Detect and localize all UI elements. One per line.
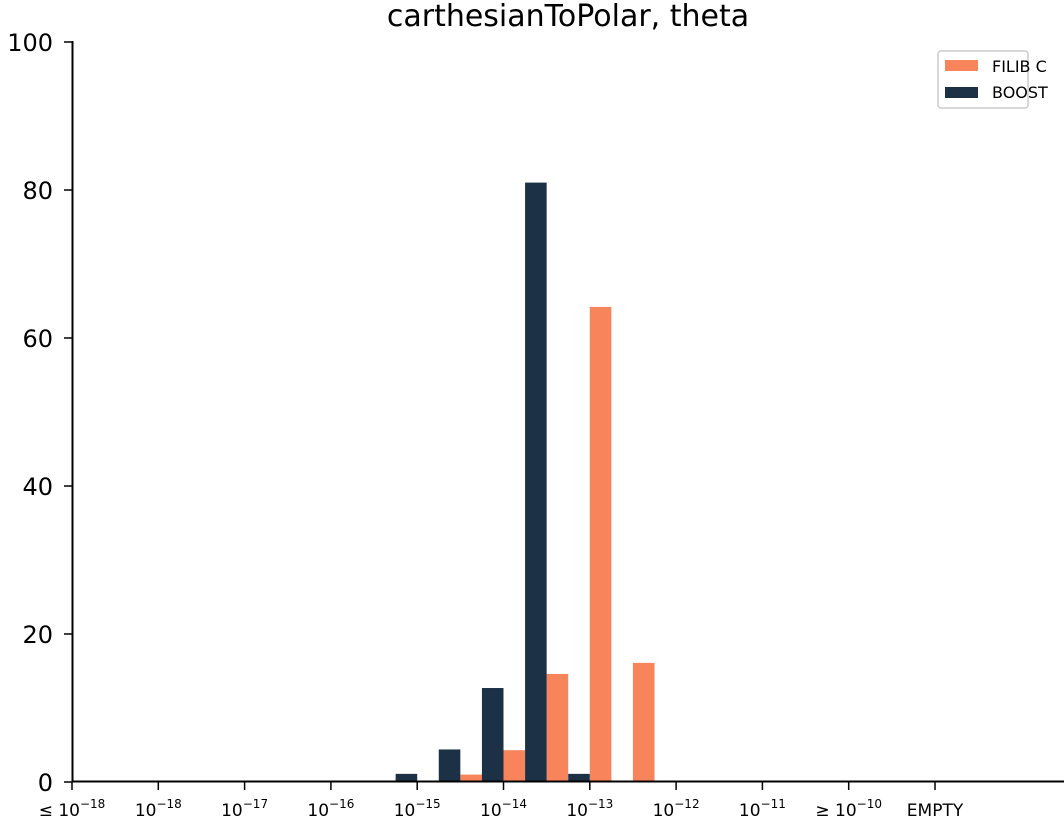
x-tick-label: ≥ 10−10 — [815, 797, 882, 821]
bar-filib-c-3 — [589, 306, 612, 782]
bar-boost-1 — [438, 749, 461, 782]
x-tick-label: 10−13 — [566, 797, 613, 821]
x-tick-label: 10−12 — [653, 797, 700, 821]
bar-boost-2 — [481, 688, 504, 782]
legend-swatch-filib-c — [945, 60, 978, 71]
x-tick-label: 10−18 — [135, 797, 182, 821]
bar-filib-c-2 — [546, 673, 569, 782]
x-tick-label: ≤ 10−18 — [39, 797, 106, 821]
legend-swatch-boost — [945, 87, 978, 98]
x-tick-label: 10−11 — [739, 797, 786, 821]
bar-boost-0 — [395, 773, 418, 782]
x-tick-label: 10−16 — [307, 797, 354, 821]
chart-title: carthesianToPolar, theta — [387, 0, 749, 34]
y-tick-label: 20 — [22, 621, 53, 649]
bar-filib-c-1 — [503, 750, 526, 782]
x-ticks: ≤ 10−18 10−18 10−17 10−16 10−15 10−14 10−13 10−… — [39, 782, 964, 821]
bar-filib-c-4 — [632, 662, 655, 782]
y-ticks: 0 20 40 60 80 100 — [7, 29, 72, 797]
bars-layer — [395, 182, 655, 783]
bar-boost-3 — [525, 182, 547, 783]
x-tick-label: 10−14 — [480, 797, 527, 821]
y-tick-label: 60 — [22, 325, 53, 353]
x-tick-label: 10−15 — [394, 797, 441, 821]
y-tick-label: 40 — [22, 473, 53, 501]
x-tick-label: 10−17 — [221, 797, 268, 821]
legend-label-boost: BOOST — [992, 83, 1048, 102]
y-tick-label: 100 — [7, 29, 53, 57]
legend: FILIB C BOOST — [937, 50, 1048, 109]
bar-filib-c-0 — [460, 774, 482, 782]
x-tick-label: EMPTY — [907, 801, 964, 821]
bar-boost-4 — [568, 773, 590, 782]
y-tick-label: 80 — [22, 177, 53, 205]
y-tick-label: 0 — [38, 769, 53, 797]
legend-label-filib-c: FILIB C — [992, 57, 1047, 76]
